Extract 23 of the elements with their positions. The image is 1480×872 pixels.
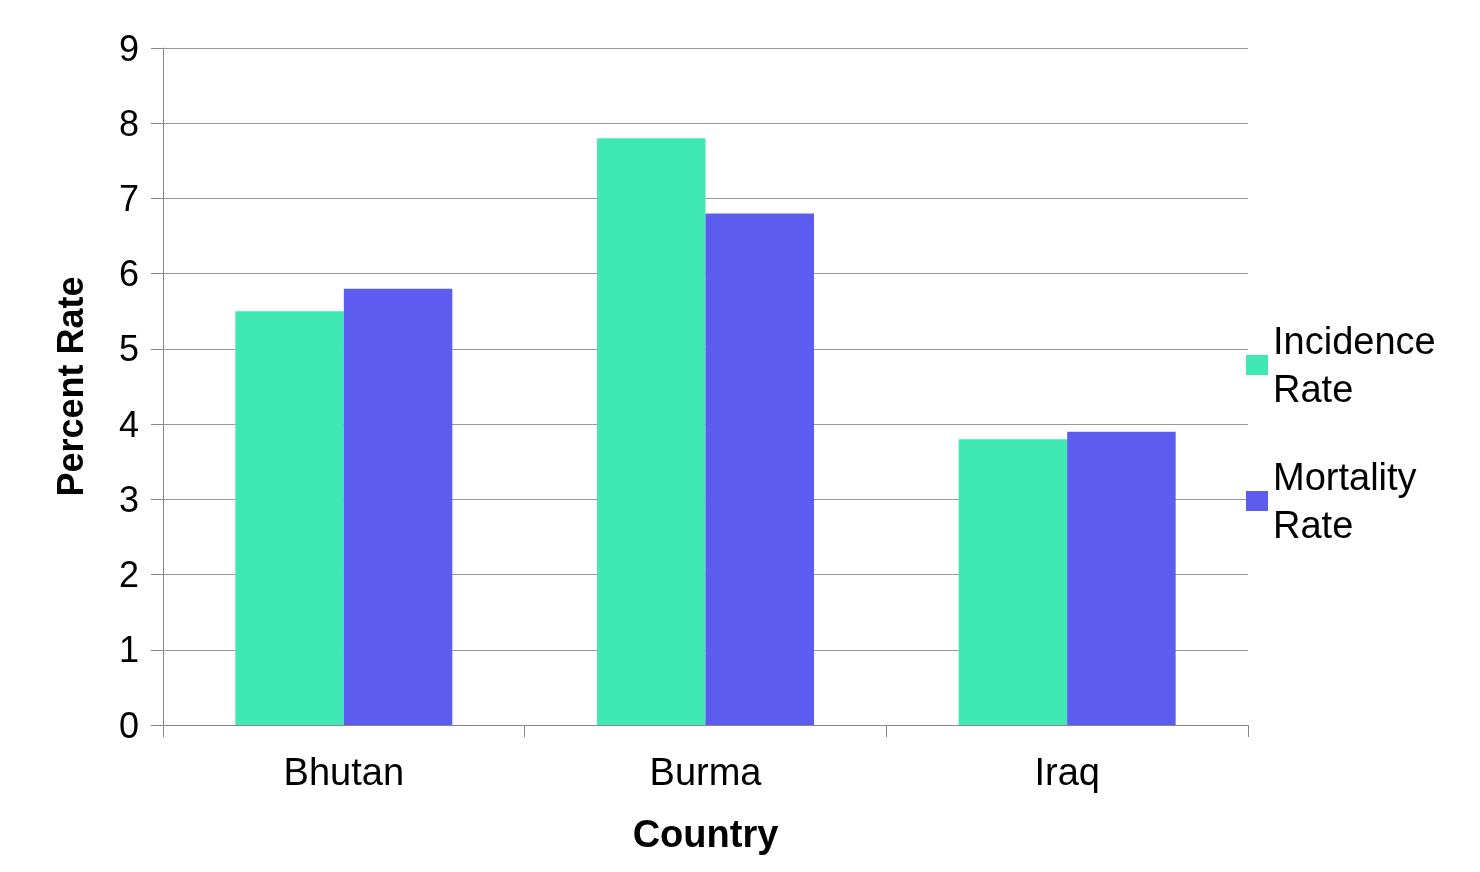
- x-tick-label: Iraq: [1034, 751, 1100, 793]
- y-tick-label: 9: [118, 27, 139, 69]
- bar: [958, 439, 1068, 725]
- x-axis-title: Country: [632, 813, 779, 855]
- x-tick-label: Bhutan: [283, 751, 405, 793]
- y-tick-label: 6: [118, 253, 139, 295]
- y-axis-title: Percent Rate: [49, 276, 91, 497]
- bar: [235, 311, 344, 725]
- y-tick-label: 0: [118, 704, 139, 746]
- bar: [597, 138, 706, 725]
- legend-label: Incidence Rate: [1273, 320, 1447, 410]
- bar: [1067, 431, 1176, 725]
- y-tick-label: 7: [118, 177, 139, 219]
- y-tick-label: 5: [118, 328, 139, 370]
- legend-label: Mortality Rate: [1273, 456, 1428, 546]
- y-tick-label: 2: [118, 554, 139, 596]
- y-tick-label: 1: [118, 629, 139, 671]
- y-tick-label: 4: [118, 403, 139, 445]
- y-tick-label: 8: [118, 102, 139, 144]
- bar: [343, 288, 453, 725]
- x-tick-label: Burma: [649, 751, 763, 793]
- y-tick-label: 3: [118, 478, 139, 520]
- bar: [705, 213, 814, 725]
